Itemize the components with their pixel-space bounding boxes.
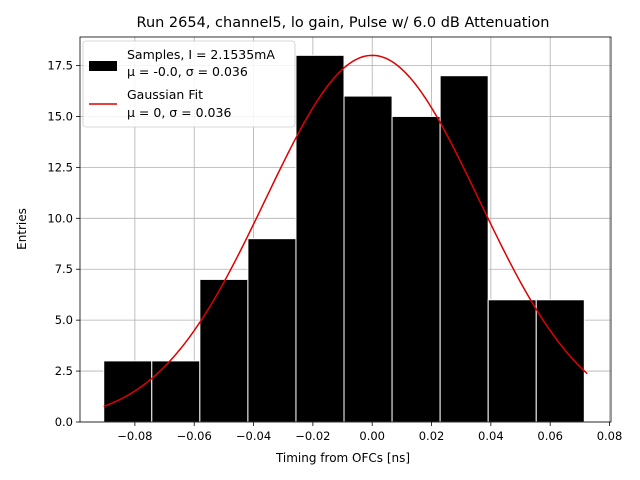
x-tick-label-3: −0.02 <box>295 429 330 443</box>
histogram-bar-4 <box>295 54 345 423</box>
gaussian-fit-line <box>103 54 588 408</box>
histogram-bar-8 <box>487 299 537 423</box>
y-tick-label-1: 2.5 <box>55 364 73 378</box>
y-tick-label-3: 7.5 <box>55 262 73 276</box>
legend-samples-label: Samples, I = 2.1535mA <box>127 47 275 62</box>
y-axis-ticks: 0.0 2.5 5.0 7.5 10.0 12.5 15.0 17.5 <box>47 59 80 429</box>
histogram-bar-7 <box>439 75 489 423</box>
histogram-bar-0 <box>103 360 153 423</box>
chart-title: Run 2654, channel5, lo gain, Pulse w/ 6.… <box>137 15 550 31</box>
histogram-bar-5 <box>343 95 393 423</box>
plot-frame <box>79 36 612 423</box>
x-tick-label-5: 0.02 <box>419 429 445 443</box>
x-tick-label-7: 0.06 <box>537 429 563 443</box>
legend: Samples, I = 2.1535mA μ = -0.0, σ = 0.03… <box>82 40 296 128</box>
x-axis-ticks: −0.08 −0.06 −0.04 −0.02 0.00 0.02 0.04 0.06 0.08 <box>117 422 622 443</box>
y-axis-label: Entries <box>15 208 29 250</box>
y-tick-label-5: 12.5 <box>47 160 73 174</box>
y-tick-label-2: 5.0 <box>55 313 73 327</box>
x-tick-label-4: 0.00 <box>359 429 385 443</box>
histogram-bar-6 <box>391 115 441 423</box>
y-tick-label-7: 17.5 <box>47 59 73 73</box>
legend-samples-swatch <box>89 61 117 71</box>
x-tick-label-0: −0.08 <box>117 429 152 443</box>
legend-samples-stats: μ = -0.0, σ = 0.036 <box>127 64 248 79</box>
legend-fit-label: Gaussian Fit <box>127 87 203 102</box>
legend-box <box>82 40 296 128</box>
histogram-bar-3 <box>247 238 297 423</box>
y-tick-label-4: 10.0 <box>47 211 73 225</box>
legend-fit-stats: μ = 0, σ = 0.036 <box>127 105 231 120</box>
histogram-bar-9 <box>535 299 585 423</box>
x-tick-label-2: −0.04 <box>236 429 271 443</box>
histogram-bar-2 <box>199 278 249 423</box>
histogram-bars <box>103 54 585 423</box>
x-tick-label-6: 0.04 <box>478 429 504 443</box>
y-tick-label-0: 0.0 <box>55 415 73 429</box>
x-axis-label: Timing from OFCs [ns] <box>275 451 410 465</box>
y-tick-label-6: 15.0 <box>47 109 73 123</box>
x-tick-label-8: 0.08 <box>597 429 623 443</box>
histogram-bar-1 <box>151 360 201 423</box>
x-tick-label-1: −0.06 <box>177 429 212 443</box>
